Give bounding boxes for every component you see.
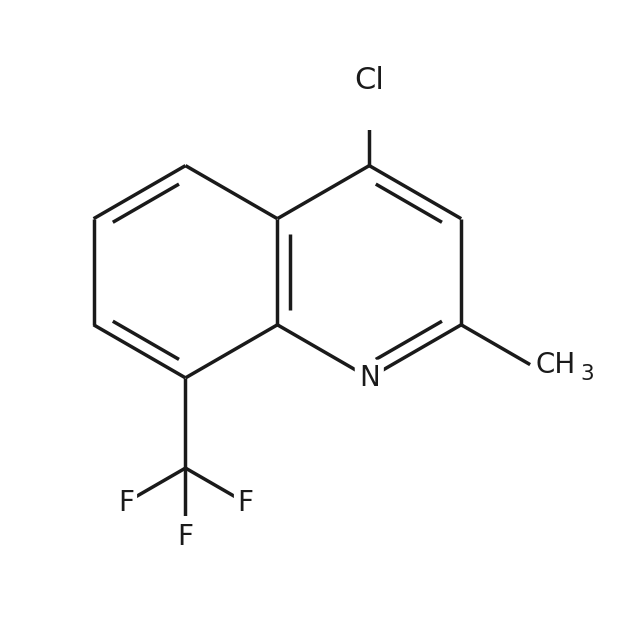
- Text: F: F: [118, 488, 134, 516]
- Text: F: F: [237, 488, 253, 516]
- Text: Cl: Cl: [355, 65, 384, 95]
- Text: CH: CH: [535, 351, 576, 379]
- Text: N: N: [359, 364, 380, 392]
- Text: F: F: [178, 523, 194, 551]
- Text: 3: 3: [580, 364, 594, 384]
